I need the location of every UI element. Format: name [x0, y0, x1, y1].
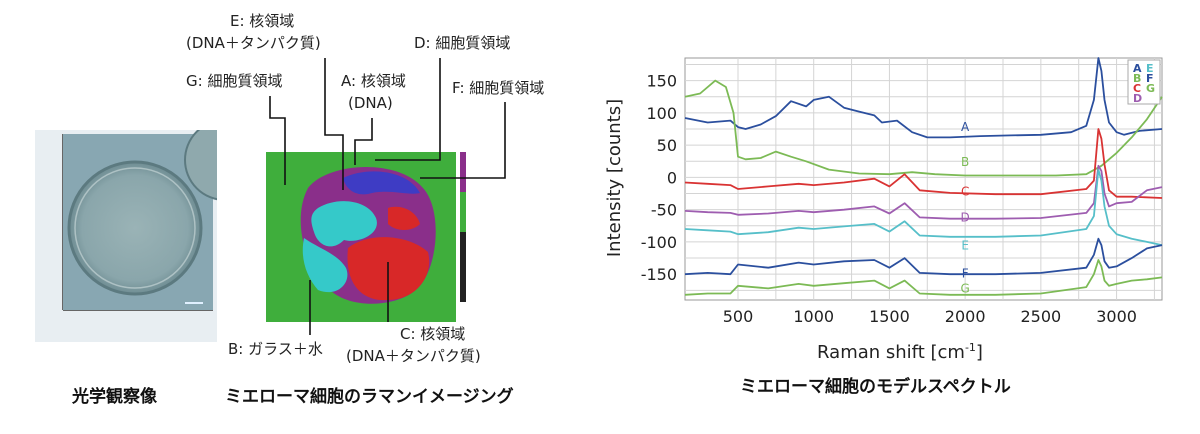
series-line-D: [684, 164, 1163, 220]
legend-box: [1127, 59, 1161, 105]
y-axis-title: Intensity [counts]: [604, 99, 625, 257]
label-C: C: 核領域: [400, 325, 466, 343]
series-label-B: B: [961, 155, 969, 169]
legend-entry-F: F: [1146, 72, 1154, 85]
leader-lines: [269, 58, 506, 335]
leader-D: [375, 58, 441, 161]
legend-entry-A: A: [1133, 62, 1142, 75]
leader-E: [324, 58, 344, 190]
legend-entry-G: G: [1146, 82, 1155, 95]
y-tick-label: 0: [667, 168, 677, 187]
label-A-sub: (DNA): [348, 94, 393, 112]
label-B: B: ガラス＋水: [228, 340, 323, 358]
y-tick-label: 150: [646, 72, 677, 91]
label-A: A: 核領域: [341, 72, 406, 90]
series-label-F: F: [962, 266, 969, 280]
plot-area: [684, 57, 1163, 301]
caption-optical: 光学観察像: [72, 387, 157, 407]
leader-G: [269, 96, 286, 185]
series-label-A: A: [961, 120, 970, 134]
caption-imaging: ミエローマ細胞のラマンイメージング: [225, 387, 514, 407]
series-line-F: [684, 237, 1163, 276]
leader-A: [354, 118, 373, 165]
series-label-C: C: [961, 184, 969, 198]
y-tick-label: 100: [646, 104, 677, 123]
series-label-D: D: [961, 210, 970, 224]
legend-entry-C: C: [1133, 82, 1141, 95]
caption-spectra: ミエローマ細胞のモデルスペクトル: [740, 377, 1011, 397]
legend-entry-B: B: [1133, 72, 1141, 85]
y-tick-label: -100: [641, 233, 677, 252]
leader-F: [420, 102, 506, 179]
label-D: D: 細胞質領域: [414, 34, 511, 52]
series-label-G: G: [960, 281, 969, 295]
x-tick-label: 2500: [1020, 307, 1061, 326]
label-E-sub: (DNA＋タンパク質): [186, 34, 321, 52]
legend-entry-D: D: [1133, 92, 1142, 105]
spectra-chart: 500 1000 1500 2000 2500 3000 150 100 50 0 -50 -100-…: [600, 38, 1190, 368]
series-line-C: [684, 128, 1163, 199]
label-E: E: 核領域: [230, 12, 295, 30]
legend-entry-E: E: [1146, 62, 1154, 75]
series-line-A: [684, 57, 1163, 139]
series-line-G: [684, 259, 1163, 296]
x-tick-label: 1000: [793, 307, 834, 326]
x-tick-label: 3000: [1096, 307, 1137, 326]
x-axis-title: Raman shift [cm-1]: [817, 341, 983, 363]
x-tick-label: 2000: [945, 307, 986, 326]
series-line-B: [684, 79, 1163, 177]
y-tick-label: -50: [651, 201, 677, 220]
spectra-svg: 500 1000 1500 2000 2500 3000150100500-50-100-…: [604, 57, 1163, 363]
label-C-sub: (DNA＋タンパク質): [346, 347, 481, 365]
label-G: G: 細胞質領域: [186, 72, 283, 90]
series-label-E: E: [961, 239, 969, 253]
x-tick-label: 500: [723, 307, 754, 326]
y-tick-label: 50: [657, 136, 677, 155]
raman-imaging-map: [248, 148, 482, 332]
y-tick-label: -150: [641, 265, 677, 284]
raman-map-svg: [266, 152, 466, 322]
x-tick-label: 1500: [869, 307, 910, 326]
label-F: F: 細胞質領域: [452, 79, 545, 97]
series-line-E: [684, 168, 1163, 246]
